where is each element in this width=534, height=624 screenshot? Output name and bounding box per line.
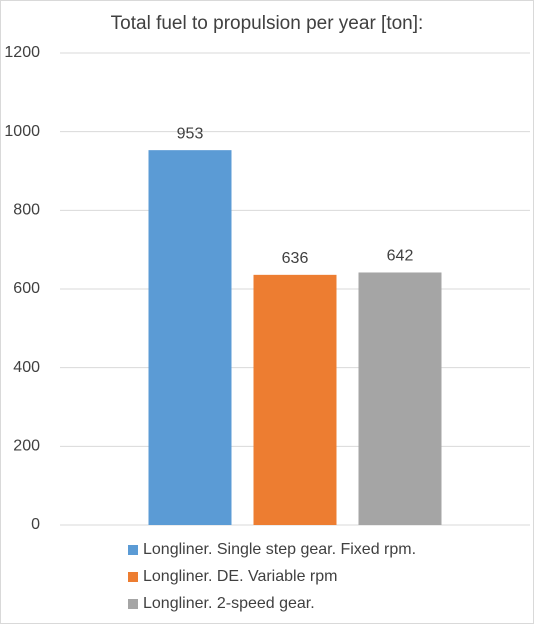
bar bbox=[358, 272, 442, 525]
legend-swatch bbox=[128, 545, 138, 555]
legend-swatch bbox=[128, 572, 138, 582]
y-tick-label: 1200 bbox=[4, 44, 40, 61]
legend-swatch bbox=[128, 599, 138, 609]
chart-title: Total fuel to propulsion per year [ton]: bbox=[111, 13, 424, 34]
bar bbox=[253, 274, 337, 525]
legend-label: Longliner. Single step gear. Fixed rpm. bbox=[143, 541, 416, 558]
data-label: 953 bbox=[177, 125, 204, 142]
legend-label: Longliner. DE. Variable rpm bbox=[143, 568, 337, 585]
legend-label: Longliner. 2-speed gear. bbox=[143, 595, 315, 612]
y-tick-label: 800 bbox=[13, 202, 40, 219]
y-tick-label: 1000 bbox=[4, 123, 40, 140]
data-label: 642 bbox=[387, 248, 414, 265]
y-tick-label: 600 bbox=[13, 280, 40, 297]
y-tick-label: 400 bbox=[13, 359, 40, 376]
bar bbox=[148, 150, 232, 526]
data-label: 636 bbox=[282, 250, 309, 267]
y-tick-label: 200 bbox=[13, 438, 40, 455]
y-tick-label: 0 bbox=[31, 516, 40, 533]
